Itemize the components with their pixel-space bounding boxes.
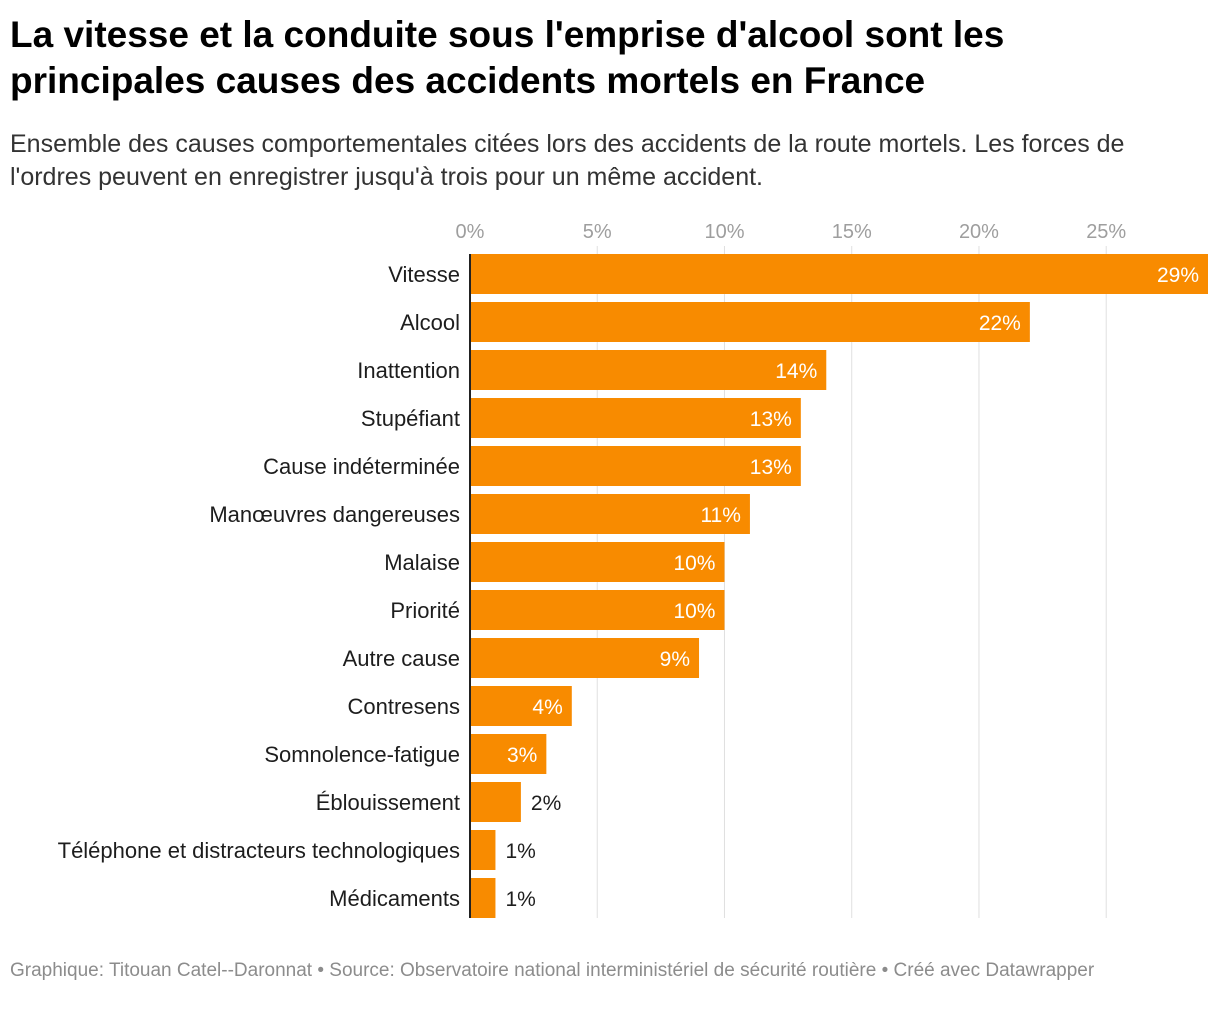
bar [470, 830, 496, 870]
category-label: Médicaments [329, 886, 460, 911]
x-tick-label: 25% [1086, 221, 1126, 243]
value-label: 22% [979, 312, 1021, 335]
category-label: Alcool [400, 310, 460, 335]
category-label: Éblouissement [316, 790, 460, 815]
value-label: 9% [660, 648, 690, 671]
bar [470, 878, 496, 918]
category-labels: Vitesse Alcool Inattention Stupéfiant Cause … [58, 262, 460, 911]
x-tick-label: 20% [959, 221, 999, 243]
category-label: Cause indéterminée [263, 454, 460, 479]
chart-title: La vitesse et la conduite sous l'emprise… [10, 14, 1005, 101]
x-tick-label: 5% [583, 221, 612, 243]
bar [470, 494, 750, 534]
value-label: 1% [505, 888, 535, 911]
bar [470, 734, 547, 774]
value-label: 10% [673, 600, 715, 623]
bar [470, 350, 827, 390]
bar [470, 446, 801, 486]
value-label: 4% [532, 696, 562, 719]
bar [470, 302, 1030, 342]
x-axis-ticks: 0% 5% 10% 15% 20% 25% [456, 221, 1127, 243]
chart-footer: Graphique: Titouan Catel--Daronnat • Sou… [10, 960, 1095, 981]
category-label: Manœuvres dangereuses [209, 502, 460, 527]
value-label: 10% [673, 552, 715, 575]
value-label: 13% [750, 408, 792, 431]
bar-chart: 0% 5% 10% 15% 20% 25% Vitesse Alcool Inattentio… [58, 221, 1208, 918]
bar [470, 590, 725, 630]
category-label: Téléphone et distracteurs technologiques [58, 838, 460, 863]
value-label: 11% [700, 504, 740, 527]
category-label: Stupéfiant [361, 406, 460, 431]
bar [470, 638, 700, 678]
x-tick-label: 0% [456, 221, 485, 243]
value-label: 13% [750, 456, 792, 479]
bar [470, 782, 521, 822]
value-label: 2% [531, 792, 561, 815]
category-label: Autre cause [343, 646, 460, 671]
category-label: Contresens [347, 694, 460, 719]
x-tick-label: 15% [832, 221, 872, 243]
value-label: 3% [507, 744, 537, 767]
category-label: Inattention [357, 358, 460, 383]
value-labels: 29% 22% 14% 13% 13% 11% 10% 10% 9% 4% 3% 2% 1% 1% [505, 264, 1199, 911]
bars [470, 254, 1208, 918]
bar [470, 542, 725, 582]
bar [470, 686, 572, 726]
value-label: 14% [775, 360, 817, 383]
x-tick-label: 10% [704, 221, 744, 243]
bar [470, 398, 801, 438]
bar [470, 254, 1208, 294]
category-label: Vitesse [388, 262, 460, 287]
value-label: 1% [505, 840, 535, 863]
chart-subtitle: Ensemble des causes comportementales cit… [10, 130, 1125, 191]
value-label: 29% [1157, 264, 1199, 287]
category-label: Malaise [384, 550, 460, 575]
category-label: Priorité [390, 598, 460, 623]
category-label: Somnolence-fatigue [264, 742, 460, 767]
